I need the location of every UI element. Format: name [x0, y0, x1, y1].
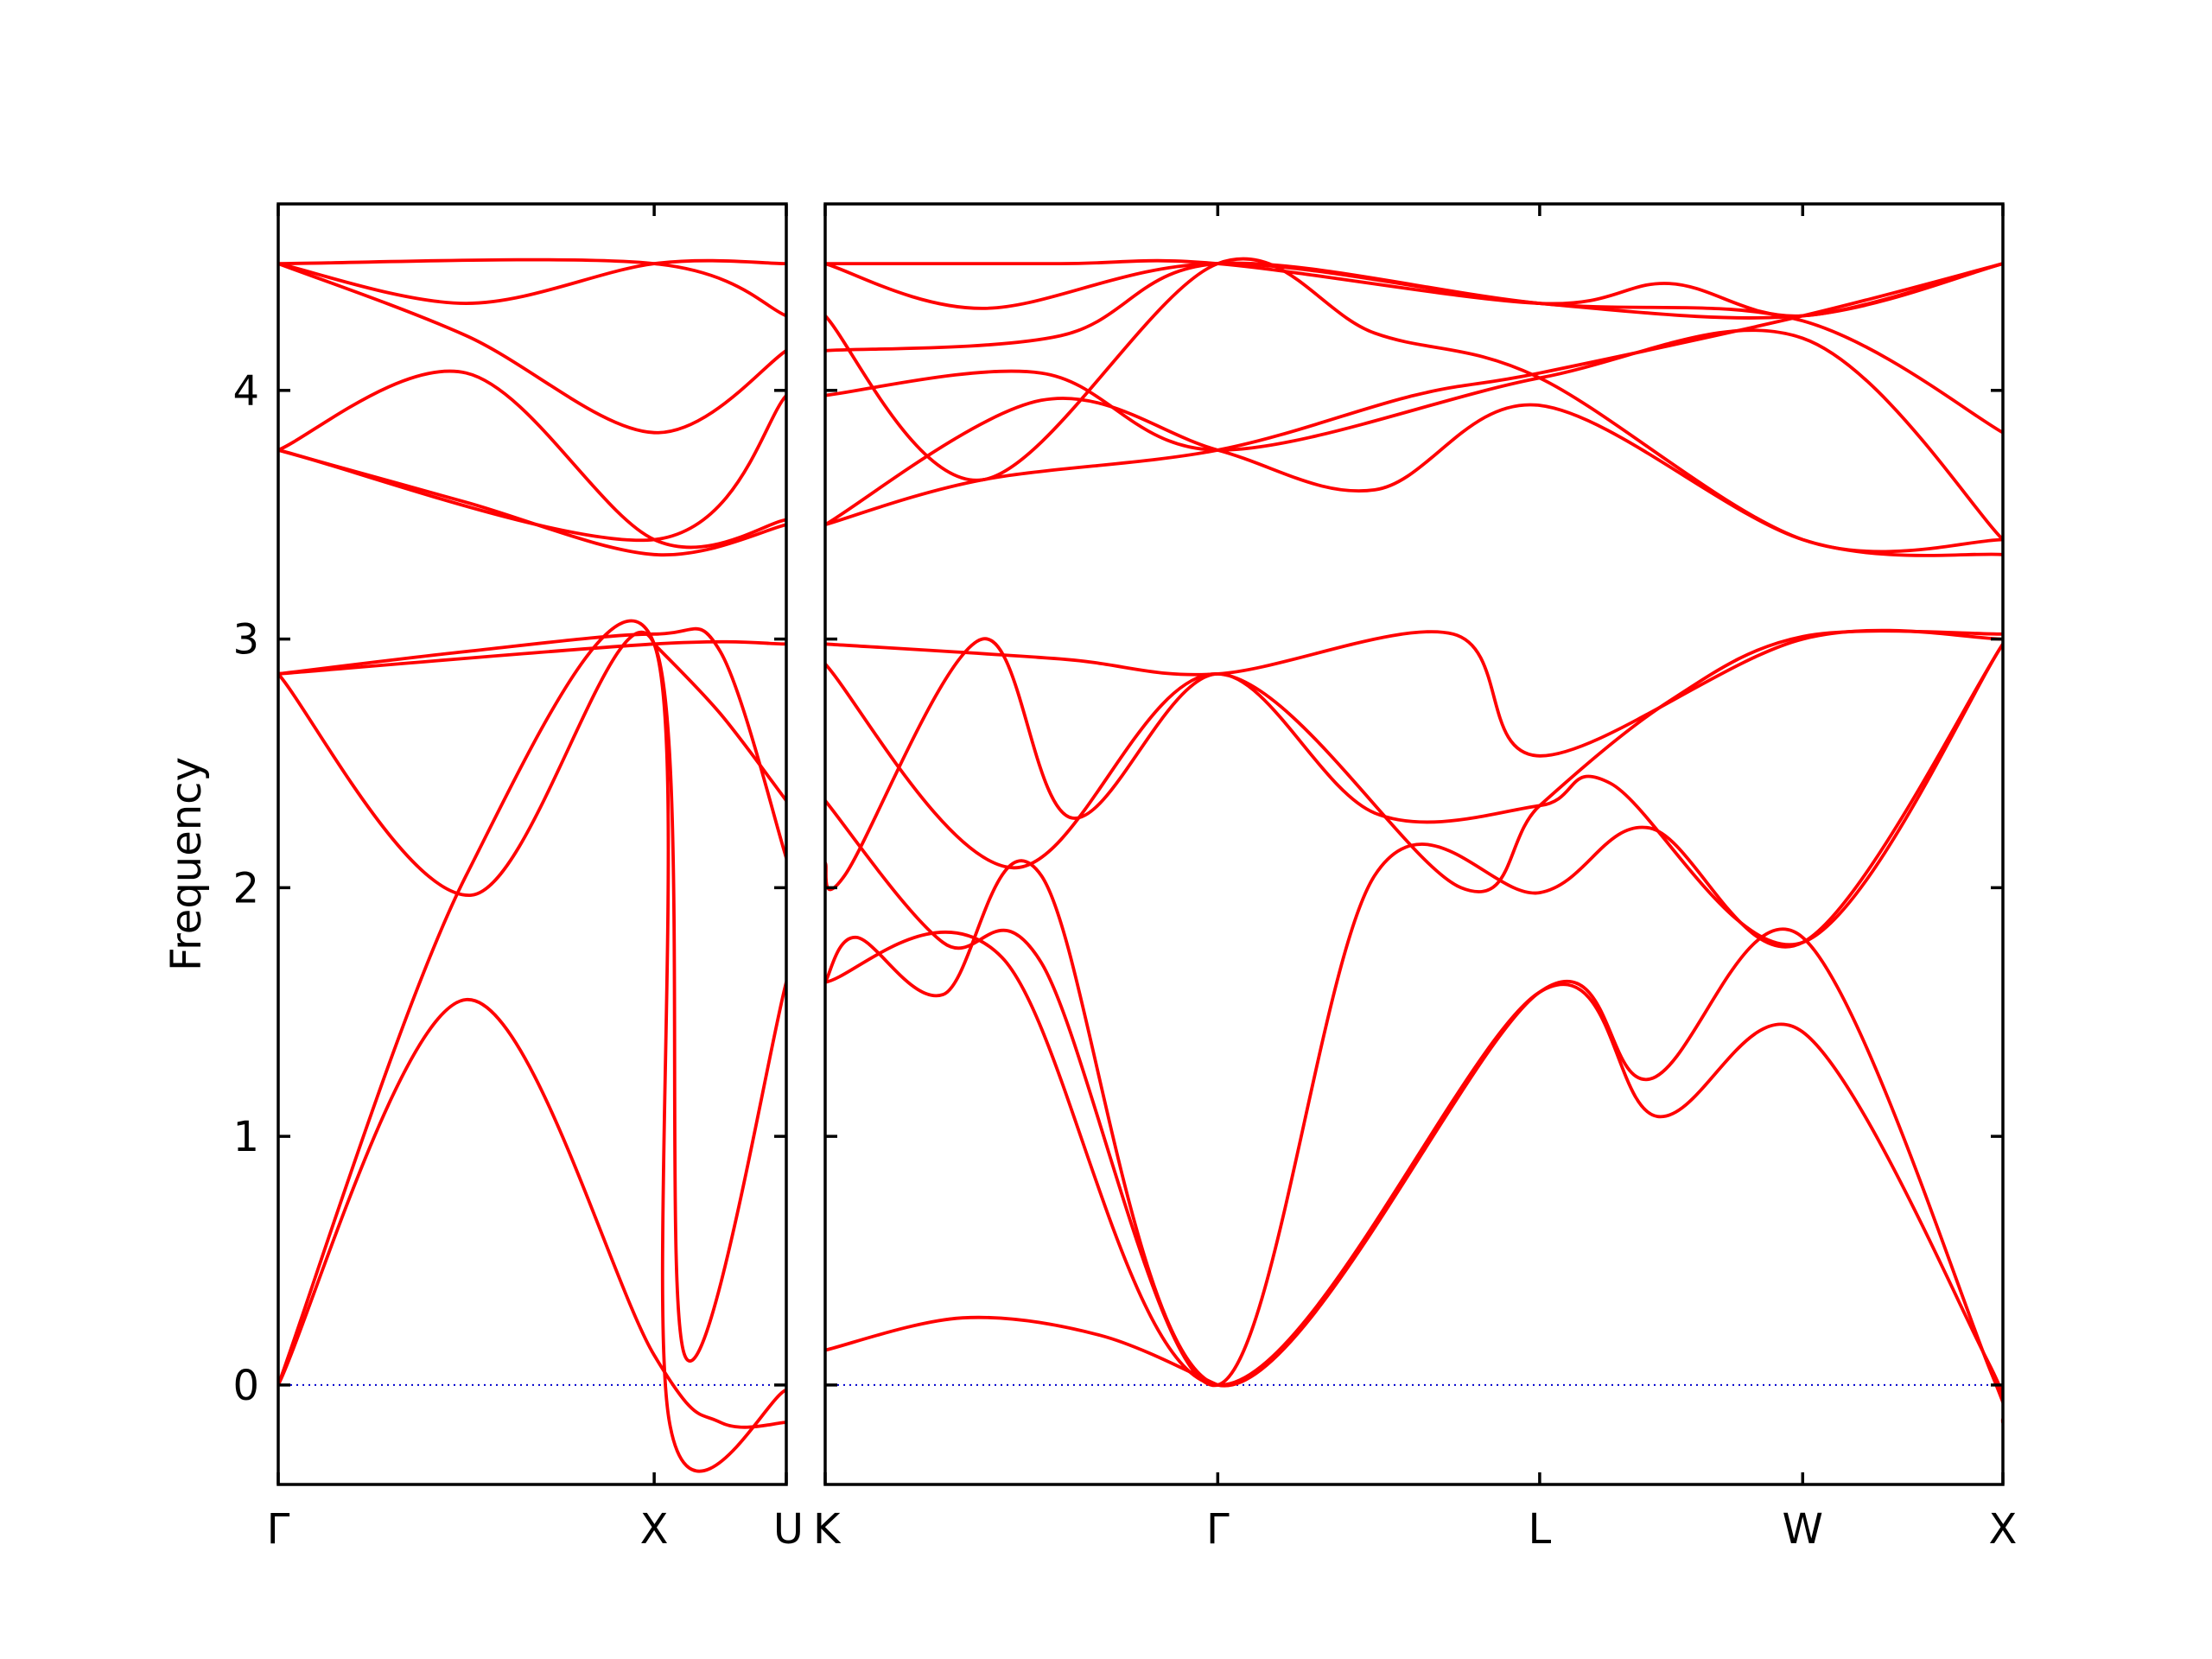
- band-line-8: [278, 393, 786, 543]
- band-line-4: [278, 626, 786, 860]
- band-line-11: [278, 257, 786, 318]
- y-tick-label: 1: [232, 1113, 259, 1161]
- band-line-5: [278, 639, 786, 676]
- band-line-2: [278, 619, 786, 1473]
- band-line-10: [825, 328, 2003, 542]
- x-tick-label: Γ: [267, 1505, 290, 1554]
- panel-frame: [276, 202, 788, 1486]
- y-tick-label: 0: [232, 1362, 259, 1410]
- y-tick-label: 2: [232, 864, 259, 912]
- band-line-5: [825, 637, 2003, 947]
- band-line-3: [825, 859, 2003, 1424]
- y-axis-label: Frequency: [162, 757, 211, 971]
- x-tick-label: X: [640, 1505, 669, 1554]
- x-tick-label: L: [1529, 1505, 1552, 1554]
- band-line-7: [278, 369, 786, 550]
- band-line-12: [652, 642, 786, 803]
- phonon-bands: [825, 257, 2003, 1424]
- panel-left: 0 1 2 3 4 Γ X U: [232, 202, 804, 1554]
- band-line-14: [825, 262, 2003, 320]
- band-line-1: [278, 997, 786, 1429]
- band-line-4: [825, 642, 2003, 1387]
- x-tick-label: W: [1783, 1505, 1823, 1554]
- x-tick-label: X: [1989, 1505, 2018, 1554]
- x-tick-label: K: [813, 1505, 842, 1554]
- band-line-7: [825, 628, 2003, 758]
- band-line-1: [825, 1315, 1220, 1387]
- band-line-3: [278, 631, 786, 1363]
- band-line-2: [825, 930, 2003, 1424]
- band-line-8: [825, 262, 2003, 527]
- x-tick-label: U: [773, 1505, 804, 1554]
- band-line-10: [278, 258, 786, 305]
- y-tick-label: 3: [232, 616, 259, 664]
- band-line-6: [825, 629, 2003, 893]
- band-line-11: [825, 257, 2003, 554]
- band-line-6: [278, 448, 786, 557]
- panel-frame: [823, 202, 2005, 1486]
- band-line-9: [278, 262, 786, 435]
- phonon-bands: [278, 257, 786, 1473]
- x-tick-label: Γ: [1206, 1505, 1230, 1554]
- y-tick-label: 4: [232, 367, 259, 416]
